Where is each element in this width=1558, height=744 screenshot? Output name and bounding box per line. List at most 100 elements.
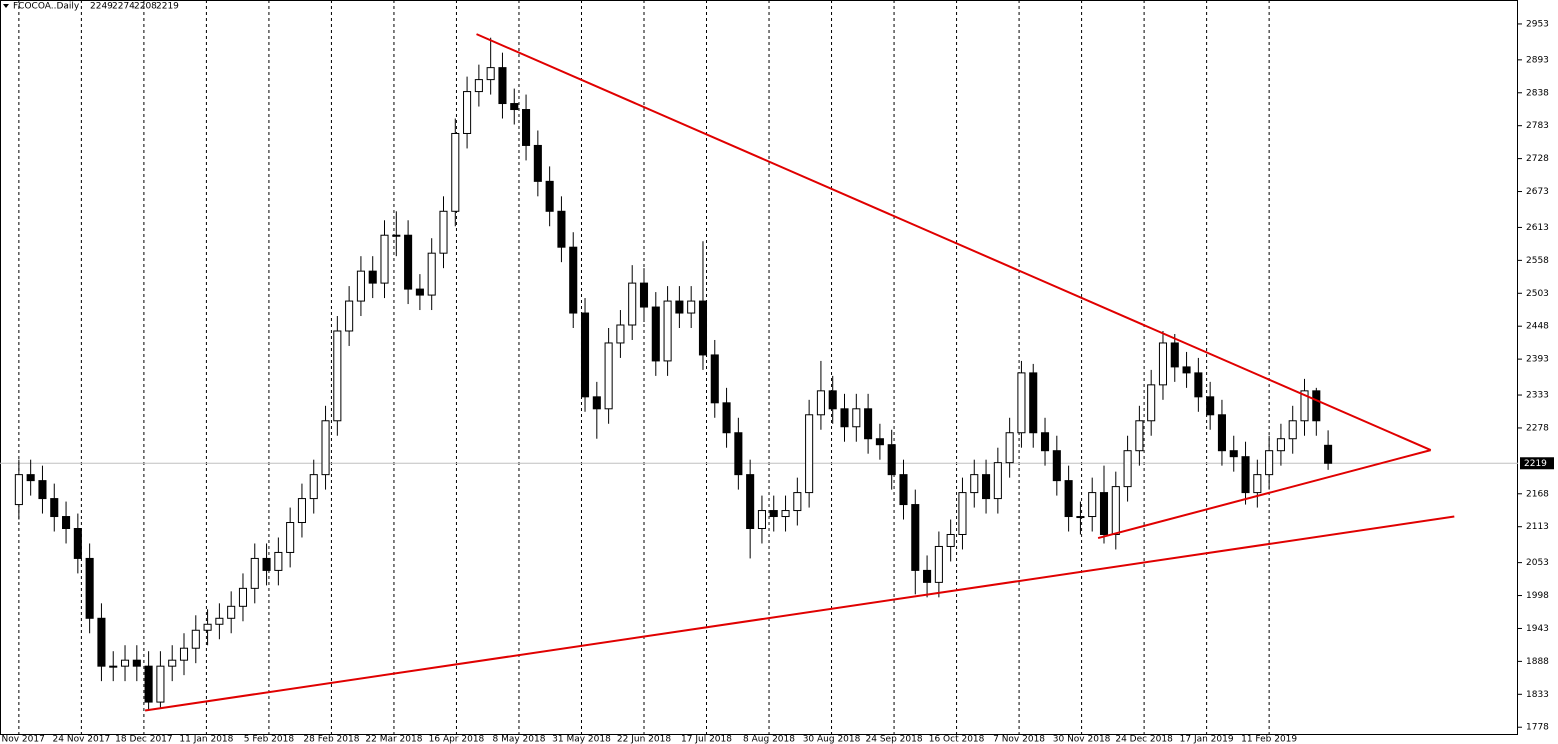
x-tick-label: 5 Feb 2018: [244, 735, 295, 744]
candle-body: [651, 306, 660, 362]
candle-body: [168, 659, 177, 667]
candle-body: [828, 390, 837, 410]
candle-body: [498, 67, 507, 105]
y-tick-label: 2053: [1526, 558, 1549, 568]
candle-body: [321, 420, 330, 476]
candle-body: [687, 300, 696, 314]
plot-frame: [0, 0, 1518, 735]
candle-body: [757, 510, 766, 530]
candle-body: [1312, 390, 1321, 422]
y-tick-label: 2113: [1526, 522, 1549, 532]
candle-body: [1064, 480, 1073, 518]
candle-body: [1088, 492, 1097, 518]
candle-body: [982, 474, 991, 500]
candle-body: [1005, 432, 1014, 464]
candle-body: [1076, 516, 1085, 519]
candle-body: [628, 282, 637, 326]
y-tick-label: 1943: [1526, 624, 1549, 634]
candle-body: [144, 665, 153, 703]
x-tick-label: 1 Nov 2017: [0, 735, 45, 744]
y-tick-label: 2448: [1526, 322, 1549, 332]
candle-body: [958, 492, 967, 535]
y-tick-label: 2728: [1526, 154, 1549, 164]
candle-body: [156, 665, 165, 703]
x-tick-label: 16 Apr 2018: [429, 735, 485, 744]
candle-body: [1265, 450, 1274, 476]
candle-body: [1040, 432, 1050, 452]
candle-body: [875, 438, 884, 446]
candle-body: [934, 545, 943, 583]
candle-body: [250, 557, 259, 589]
candle-body: [805, 414, 814, 494]
y-tick-label: 2333: [1526, 391, 1549, 401]
candle-body: [451, 132, 460, 212]
y-tick-label: 2673: [1526, 187, 1549, 197]
candle-body: [73, 528, 82, 559]
candle-body: [274, 551, 283, 571]
x-tick-label: 31 May 2018: [552, 735, 611, 744]
candle-body: [1158, 342, 1168, 386]
candle-body: [486, 67, 495, 81]
candle-body: [793, 492, 802, 512]
candle-body: [1099, 492, 1109, 535]
candle-body: [592, 396, 601, 410]
x-tick-label: 22 Jun 2018: [617, 735, 671, 744]
y-tick-label: 2613: [1526, 223, 1549, 233]
candle-body: [262, 557, 271, 571]
trendline: [1097, 449, 1431, 540]
x-tick-label: 8 Aug 2018: [743, 735, 795, 744]
candle-body: [297, 498, 306, 524]
candle-body: [368, 270, 377, 284]
candle-body: [545, 180, 554, 212]
candle-body: [85, 557, 94, 619]
header-ohlc: 2249: [90, 2, 113, 12]
header-ohlc: 2219: [156, 2, 179, 12]
candle-body: [1052, 450, 1061, 482]
candle-body: [899, 474, 908, 506]
x-tick-label: 17 Jul 2018: [681, 735, 732, 744]
x-tick-label: 11 Feb 2019: [1241, 735, 1297, 744]
candle-body: [439, 210, 448, 254]
candle-body: [215, 617, 224, 625]
x-tick-label: 22 Mar 2018: [365, 735, 422, 744]
x-tick-label: 24 Nov 2017: [53, 735, 111, 744]
candle-body: [675, 300, 684, 314]
candle-body: [1206, 396, 1215, 416]
y-tick-label: 2503: [1526, 289, 1549, 299]
trendline: [476, 33, 1432, 452]
candle-body: [227, 605, 236, 619]
candle-body: [993, 462, 1002, 500]
candle-body: [203, 623, 212, 631]
y-tick-label: 1998: [1526, 591, 1549, 601]
candle-body: [309, 474, 318, 500]
candle-body: [474, 79, 483, 93]
candle-body: [179, 647, 189, 661]
y-tick-label: 2953: [1526, 19, 1549, 29]
candle-body: [1017, 372, 1026, 434]
candle-body: [946, 533, 955, 547]
candle-body: [734, 432, 743, 476]
candle-body: [510, 103, 519, 111]
menu-arrow: [3, 4, 9, 8]
candle-body: [616, 324, 625, 344]
y-tick-label: 2278: [1526, 423, 1549, 433]
candle-body: [604, 342, 613, 410]
x-tick-label: 24 Sep 2018: [866, 735, 923, 744]
candle-body: [781, 510, 790, 518]
candle-body: [663, 300, 672, 362]
candle-body: [746, 474, 755, 530]
x-tick-label: 30 Nov 2018: [1053, 735, 1111, 744]
candle-body: [1182, 366, 1191, 374]
chart-title: FCOCOA..Daily: [13, 2, 80, 12]
candle-body: [380, 234, 389, 284]
candle-body: [533, 144, 542, 182]
x-tick-label: 17 Jan 2019: [1180, 735, 1234, 744]
candle-body: [404, 234, 413, 290]
candle-body: [356, 270, 365, 302]
candle-body: [698, 300, 708, 356]
candle-body: [1123, 450, 1132, 488]
y-tick-label: 2168: [1526, 489, 1549, 499]
candle-body: [1229, 450, 1238, 458]
x-tick-label: 8 May 2018: [492, 735, 545, 744]
